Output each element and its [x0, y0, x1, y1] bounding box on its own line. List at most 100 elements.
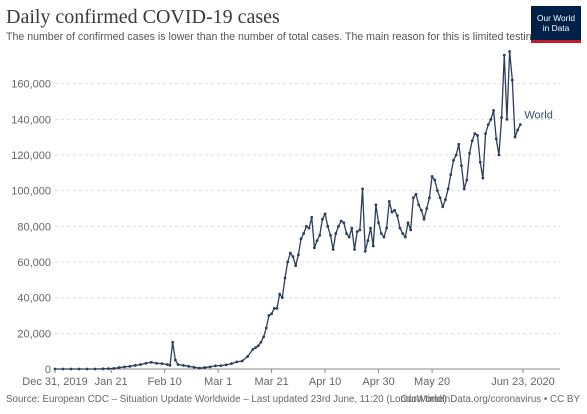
data-point — [419, 208, 423, 212]
data-point — [286, 260, 290, 264]
data-point — [246, 355, 249, 358]
data-point — [510, 78, 514, 82]
data-point — [192, 365, 196, 369]
data-point — [489, 117, 493, 121]
series-world[interactable] — [53, 50, 522, 371]
data-point — [69, 367, 73, 371]
data-point — [321, 217, 324, 221]
data-point — [411, 196, 415, 200]
data-point — [358, 228, 362, 232]
data-point — [382, 235, 386, 239]
data-point — [144, 361, 148, 365]
data-point — [353, 248, 356, 251]
data-point — [452, 158, 455, 162]
data-point — [366, 239, 370, 243]
data-point — [171, 340, 175, 344]
data-point — [430, 175, 434, 178]
data-point — [165, 363, 169, 366]
data-point — [313, 246, 316, 250]
data-point — [318, 233, 322, 237]
data-point — [516, 128, 520, 132]
data-point — [481, 176, 485, 180]
data-point — [337, 224, 340, 228]
data-point — [198, 366, 201, 370]
data-point — [254, 346, 257, 349]
data-point — [361, 187, 364, 191]
data-point — [326, 224, 330, 228]
series-labels: World — [524, 110, 553, 122]
data-point — [502, 53, 506, 57]
data-point — [264, 326, 268, 330]
data-point — [460, 164, 463, 168]
x-tick-label: Mar 1 — [204, 376, 232, 388]
data-point — [369, 226, 372, 230]
data-point — [508, 50, 512, 53]
y-tick-label: 140,000 — [11, 114, 51, 126]
data-point — [377, 221, 380, 225]
data-point — [219, 364, 223, 368]
data-point — [446, 187, 450, 191]
data-point — [363, 249, 367, 253]
data-point — [441, 205, 445, 209]
y-tick-label: 100,000 — [11, 186, 51, 198]
data-point — [414, 192, 418, 196]
data-point — [288, 251, 292, 255]
data-point — [484, 132, 487, 136]
series-label-world: World — [524, 110, 553, 122]
data-point — [224, 363, 228, 367]
data-point — [262, 335, 265, 339]
data-point — [387, 199, 391, 203]
data-point — [107, 367, 110, 371]
data-point — [374, 203, 378, 207]
data-point — [267, 314, 271, 317]
data-point — [449, 173, 453, 177]
data-point — [470, 139, 474, 143]
data-point — [347, 235, 351, 239]
data-point — [462, 187, 466, 191]
data-point — [187, 364, 191, 368]
data-point — [401, 232, 405, 235]
data-point — [270, 312, 274, 316]
data-point — [123, 365, 126, 369]
y-axis-ticks: 0 20,000 40,000 60,000 80,000 100,000 120,000 1… — [11, 79, 51, 376]
data-point — [486, 123, 490, 127]
data-point — [155, 361, 159, 365]
data-point — [518, 123, 522, 127]
data-point — [433, 178, 437, 182]
x-tick-label: Jun 23, 2020 — [491, 376, 555, 388]
x-tick-label: Apr 10 — [309, 376, 341, 388]
data-point — [149, 360, 153, 364]
data-point — [160, 362, 164, 366]
data-point — [173, 358, 177, 362]
x-tick-label: Feb 10 — [148, 376, 182, 388]
data-point — [310, 216, 314, 219]
data-point — [505, 117, 509, 121]
source-link[interactable]: OurWorldInData.org/coronavirus • CC BY — [400, 394, 580, 405]
data-point — [395, 214, 399, 218]
data-point — [438, 196, 442, 200]
x-axis-ticks: Dec 31, 2019 Jan 21 Feb 10 Mar 1 Mar 21 Apr 1… — [22, 369, 555, 388]
data-point — [251, 347, 255, 351]
logo-line-2: in Data — [542, 23, 570, 33]
data-point — [390, 210, 394, 214]
data-point — [454, 153, 458, 157]
data-point — [345, 232, 348, 235]
data-point — [117, 366, 121, 369]
data-point — [497, 153, 501, 157]
data-point — [329, 233, 332, 237]
data-point — [500, 116, 504, 119]
owid-logo[interactable]: Our World in Data — [531, 6, 581, 43]
data-point — [331, 248, 335, 251]
series-line[interactable] — [55, 50, 521, 370]
data-point — [385, 226, 389, 230]
data-point — [304, 224, 308, 228]
data-point — [112, 367, 116, 370]
data-point — [428, 196, 431, 200]
gridlines — [55, 83, 560, 370]
data-point — [342, 221, 346, 225]
data-point — [203, 366, 207, 369]
y-tick-label: 160,000 — [11, 79, 51, 91]
data-point — [128, 364, 132, 368]
x-tick-label: Mar 21 — [254, 376, 288, 388]
